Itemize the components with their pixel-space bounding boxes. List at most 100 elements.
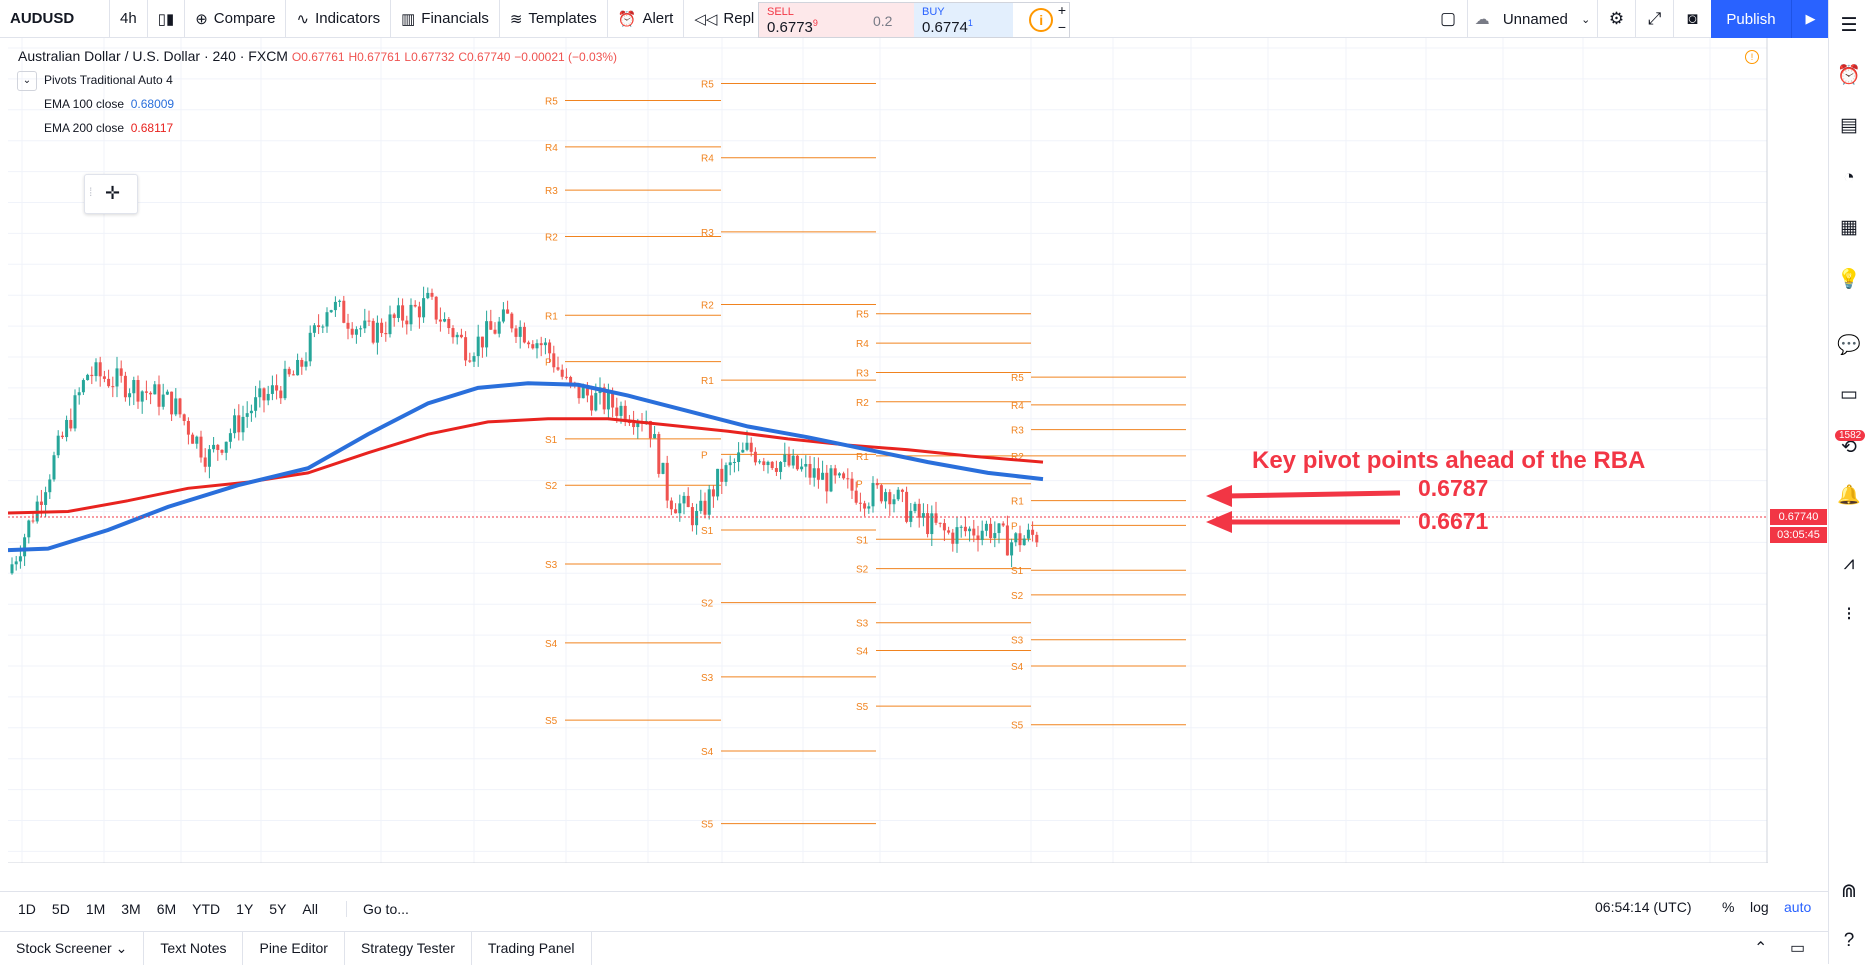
symbol-search[interactable]: AUDUSD [0,0,110,38]
help-icon[interactable]: ? [1843,930,1855,951]
candle-body [816,468,820,480]
percent-scale-toggle[interactable]: % [1722,899,1735,915]
candle-body [228,433,232,442]
play-button[interactable]: ▶ [1791,0,1829,38]
candle-body [426,292,430,299]
compare-button[interactable]: ⊕ Compare [185,0,287,38]
crosshair-icon[interactable]: ✛ [105,183,121,203]
candle-body [447,318,451,329]
ema100-label: EMA 100 close [44,97,125,111]
ema100-indicator-row[interactable]: EMA 100 close 0.68009 [44,97,174,111]
layout-name-button[interactable]: ☁ Unnamed ⌄ [1467,0,1597,38]
range-button-1m[interactable]: 1M [85,901,106,917]
pivot-label: R4 [545,143,558,154]
candle-body [745,442,749,450]
current-price-tag: 0.67740 [1770,509,1827,525]
buy-button[interactable]: BUY 0.67741 [914,3,1014,37]
candle-body [31,520,35,522]
messages-icon[interactable]: ▭ [1840,384,1858,405]
candle-body [291,374,295,376]
range-button-ytd[interactable]: YTD [192,901,221,917]
candle-body [304,361,308,367]
sell-button[interactable]: SELL 0.67739 0.2 [759,3,914,37]
dom-icon[interactable]: ⋒ [1841,881,1857,902]
utc-clock[interactable]: 06:54:14 (UTC) [1595,899,1692,915]
snapshot-button[interactable]: ◙ [1673,0,1711,38]
ema200-indicator-row[interactable]: EMA 200 close 0.68117 [44,121,173,135]
publish-button[interactable]: Publish [1711,0,1791,38]
candle-body [392,314,396,318]
drag-handle-icon[interactable]: ⁞ [89,185,93,199]
legend-collapse-button[interactable]: ⌄ [17,71,37,91]
panel-tab-strategy-tester[interactable]: Strategy Tester [345,931,472,965]
alerts-icon[interactable]: ⏰ [1837,65,1861,86]
candle-body [594,393,598,411]
maximize-panel-icon[interactable]: ▭ [1790,940,1806,957]
trade-info[interactable]: i [1013,3,1069,37]
legend-close: C0.67740 [458,50,511,64]
candle-body [858,502,862,504]
range-button-5y[interactable]: 5Y [269,901,287,917]
templates-button[interactable]: ≋ Templates [500,0,608,38]
candle-body [833,468,837,476]
candle-body [258,388,262,398]
candle-body [161,394,165,407]
indicators-button[interactable]: ∿ Indicators [286,0,392,38]
candle-body [501,309,505,322]
pivot-label: S4 [1011,662,1024,673]
notification-badge: 1582 [1835,430,1866,441]
floating-drawing-toolbar[interactable]: ⁞ ✛ [84,174,138,214]
pivot-label: R1 [1011,497,1024,508]
candle-body [384,333,388,335]
range-button-all[interactable]: All [302,901,318,917]
candle-body [233,415,237,434]
market-icon[interactable]: ⩘ [1843,553,1855,574]
chart-type-button[interactable]: ▯▮ [148,0,186,38]
legend-title[interactable]: Australian Dollar / U.S. Dollar · 240 · … [18,48,288,64]
plus-icon[interactable]: + [1057,2,1067,18]
ideas-icon[interactable]: 💡 [1837,269,1861,290]
chat-icon[interactable]: 💬 [1837,335,1861,356]
range-button-1d[interactable]: 1D [18,901,36,917]
collapse-panel-icon[interactable]: ⌃ [1754,940,1768,957]
data-window-icon[interactable]: ▤ [1840,115,1858,136]
candle-body [149,392,153,395]
range-button-6m[interactable]: 6M [156,901,177,917]
candle-body [522,326,526,343]
range-button-5d[interactable]: 5D [51,901,70,917]
goto-button[interactable]: Go to... [345,901,417,917]
order-panel-icon[interactable]: ⁝ [1845,604,1853,625]
interval-button[interactable]: 4h [110,0,148,38]
bell-icon[interactable]: 🔔 [1837,485,1861,506]
notifications-icon[interactable]: ⟲ [1841,437,1857,458]
watchlist-icon[interactable]: ☰ [1840,15,1858,36]
calendar-icon[interactable]: ▦ [1840,217,1858,238]
candle-body [527,342,531,345]
candle-body [10,564,14,574]
pivots-indicator-label[interactable]: Pivots Traditional Auto 4 [44,73,173,87]
panel-tab-pine-editor[interactable]: Pine Editor [243,931,345,965]
candle-body [186,420,190,435]
warning-icon[interactable]: ! [1745,50,1759,64]
candle-body [879,485,883,502]
range-button-3m[interactable]: 3M [121,901,141,917]
hotlist-icon[interactable]: ◔ [1843,167,1855,188]
panel-tab-text-notes[interactable]: Text Notes [144,931,244,965]
candle-body [224,441,228,453]
financials-button[interactable]: ▥ Financials [391,0,500,38]
panel-tab-trading-panel[interactable]: Trading Panel [472,931,592,965]
panel-tab-stock-screener[interactable]: Stock Screener ⌄ [0,931,145,965]
pivot-label: R3 [856,368,869,379]
settings-button[interactable]: ⚙ [1597,0,1635,38]
fullscreen-button[interactable]: ⤢ [1635,0,1673,38]
minus-icon[interactable]: − [1057,19,1067,35]
price-chart[interactable]: R5 R4 R3 R2 R1 P S1 S2 S3 S4 S5 R5 R4 R3 R2 R1 P S1 S2 S3 S4… [8,38,1768,863]
replay-button[interactable]: ◁◁ Repl [684,0,764,38]
range-button-1y[interactable]: 1Y [236,901,254,917]
alert-button[interactable]: ⏰ Alert [608,0,685,38]
candle-body [262,388,266,401]
candle-body [380,322,384,334]
auto-scale-toggle[interactable]: auto [1784,899,1812,915]
log-scale-toggle[interactable]: log [1750,899,1769,915]
layout-select-button[interactable]: ▢ [1429,0,1467,38]
